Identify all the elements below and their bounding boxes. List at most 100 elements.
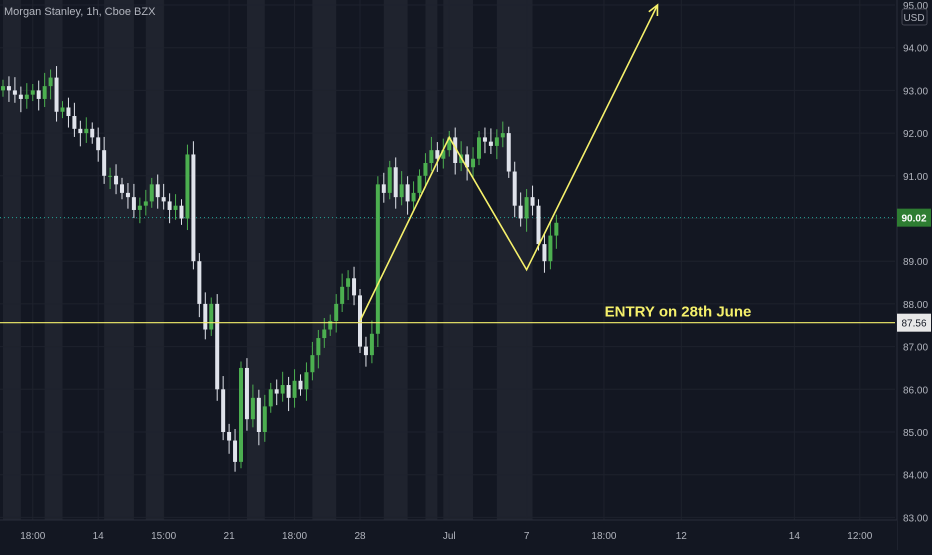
price-tick-label: 94.00 xyxy=(903,44,928,55)
candle-body xyxy=(149,184,154,202)
candle-body xyxy=(506,133,511,172)
candle-body xyxy=(42,86,47,99)
drawings: ENTRY on 28th June xyxy=(0,3,895,324)
candle-body xyxy=(250,397,255,420)
candle-body xyxy=(244,367,249,420)
candle-body xyxy=(298,380,303,390)
candle-body xyxy=(84,128,89,134)
candle-body xyxy=(215,303,220,390)
candle-body xyxy=(500,133,505,138)
entry-price-label: 87.56 xyxy=(901,319,926,330)
candle-body xyxy=(125,192,130,198)
price-tick-label: 84.00 xyxy=(903,471,928,482)
candle-body xyxy=(536,205,541,245)
candle-body xyxy=(78,128,83,134)
candle-body xyxy=(12,90,17,95)
session-shade xyxy=(496,0,533,520)
session-shade xyxy=(312,0,337,520)
last-price-badge xyxy=(897,208,931,227)
price-axis: 95.0094.0093.0092.0091.0090.0089.0088.00… xyxy=(896,0,932,550)
candle-body xyxy=(363,346,368,356)
candle-body xyxy=(227,432,232,441)
candle-body xyxy=(120,184,124,193)
price-tick-label: 92.00 xyxy=(903,129,928,140)
candle-body xyxy=(554,222,559,236)
last-price-label: 90.02 xyxy=(901,214,926,225)
time-tick-label: 14 xyxy=(93,531,105,542)
candle-body xyxy=(304,372,309,390)
arrow-head xyxy=(648,3,659,17)
candle-body xyxy=(453,137,458,163)
candle-body xyxy=(60,107,65,112)
candle-body xyxy=(518,205,523,219)
candle-body xyxy=(494,137,499,146)
candle-body xyxy=(197,261,202,304)
candle-body xyxy=(352,278,357,296)
session-shade xyxy=(3,0,21,520)
candle-body xyxy=(322,329,327,339)
candle-body xyxy=(393,167,398,198)
time-tick-label: 21 xyxy=(224,531,236,542)
candle-body xyxy=(90,128,95,138)
candle-body xyxy=(48,77,53,87)
time-tick-label: 15:00 xyxy=(151,531,176,542)
candle-body xyxy=(209,303,214,330)
candle-body xyxy=(381,184,386,193)
price-tick-label: 91.00 xyxy=(903,172,928,183)
candle-body xyxy=(114,175,119,185)
candle-body xyxy=(423,162,428,176)
candle-body xyxy=(30,90,35,95)
candle-body xyxy=(54,77,59,112)
candle-body xyxy=(274,389,279,394)
candle-body xyxy=(310,355,315,373)
candle-body xyxy=(6,86,11,91)
candle-body xyxy=(36,90,41,99)
candle-body xyxy=(411,192,416,202)
session-shade xyxy=(145,0,164,520)
currency-label: USD xyxy=(903,13,924,24)
time-tick-label: 18:00 xyxy=(591,531,616,542)
candle-body xyxy=(399,184,404,198)
session-shade xyxy=(383,0,408,520)
session-shade xyxy=(104,0,134,520)
candle-body xyxy=(292,380,297,398)
price-tick-label: 83.00 xyxy=(903,513,928,524)
price-tick-label: 89.00 xyxy=(903,257,928,268)
entry-price-badge xyxy=(897,313,931,332)
price-tick-label: 93.00 xyxy=(903,86,928,97)
candle-body xyxy=(66,107,71,117)
candle-body xyxy=(191,154,196,262)
candle-body xyxy=(530,197,535,206)
candle-body xyxy=(477,137,481,159)
time-axis-bg xyxy=(0,520,897,550)
candle-body xyxy=(179,205,184,219)
candle-body xyxy=(471,158,476,168)
candle-body xyxy=(161,197,166,202)
candle-body xyxy=(72,116,77,129)
candle-body xyxy=(233,440,238,462)
candle-body xyxy=(524,197,529,219)
candle-body xyxy=(108,175,113,177)
candle-body xyxy=(316,338,321,356)
candle-body xyxy=(405,184,410,202)
candle-body xyxy=(375,184,380,334)
candle-body xyxy=(173,205,178,210)
candle-body xyxy=(369,333,374,356)
candle-body xyxy=(185,154,190,219)
candle-body xyxy=(435,150,440,159)
candle-body xyxy=(137,205,142,210)
price-tick-label: 85.00 xyxy=(903,428,928,439)
time-tick-label: 12:00 xyxy=(847,531,872,542)
time-axis: 18:00 14 15:00 21 18:00 28 Jul 7 18:00 12 14 12:00 xyxy=(0,519,897,550)
session-shade xyxy=(443,0,474,520)
candle-body xyxy=(131,197,136,210)
candle-body xyxy=(346,278,351,287)
candle-body xyxy=(203,303,208,330)
candle-body xyxy=(429,150,434,163)
candle-body xyxy=(239,367,243,462)
candle-body xyxy=(96,137,101,151)
grid-lines xyxy=(0,0,895,520)
candle-body xyxy=(387,167,392,193)
